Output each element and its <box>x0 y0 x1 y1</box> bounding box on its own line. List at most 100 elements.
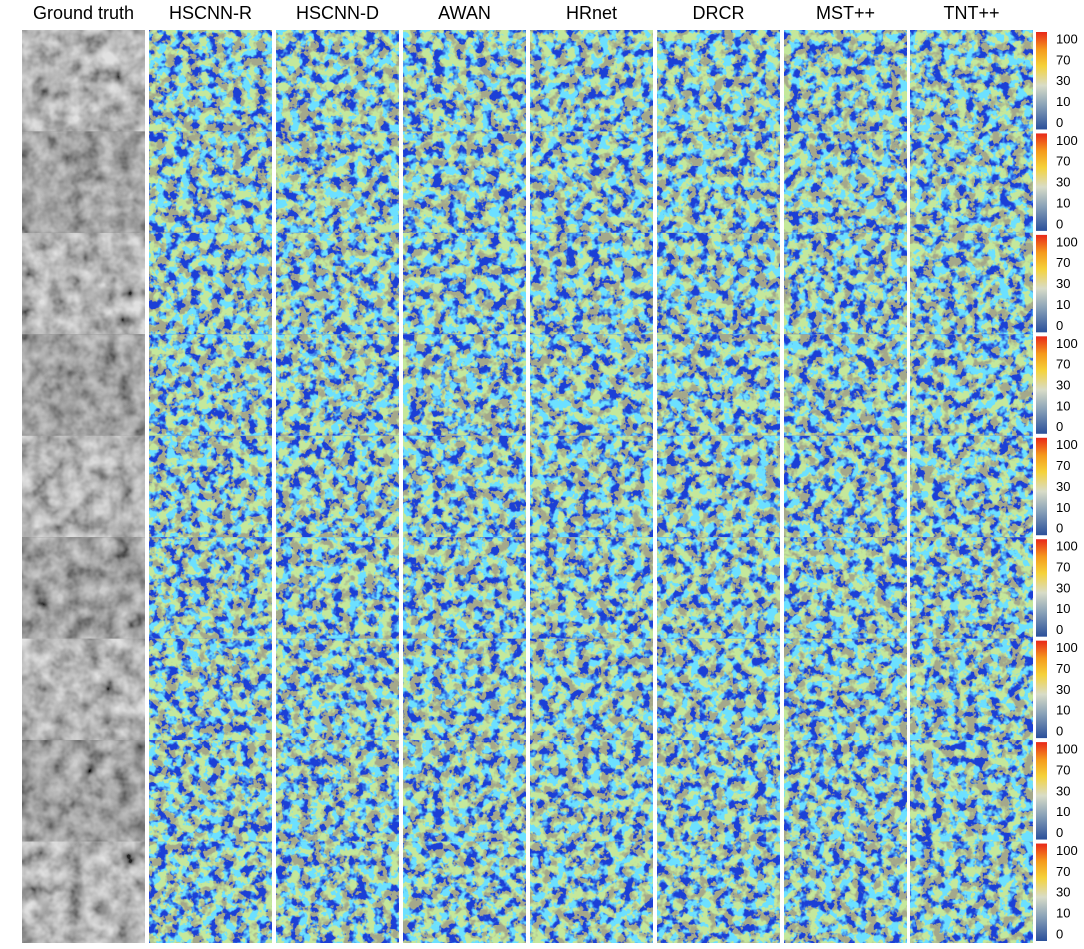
colorbar <box>1036 133 1047 230</box>
error-map <box>149 740 272 841</box>
error-map <box>403 842 526 943</box>
error-map <box>657 740 780 841</box>
error-map <box>657 30 780 131</box>
colorbar-tick-label: 10 <box>1056 601 1070 616</box>
colorbar-tick-label: 70 <box>1056 864 1070 879</box>
colorbar-tick-label: 70 <box>1056 357 1070 372</box>
colorbar-tick-label: 0 <box>1056 825 1063 840</box>
error-map <box>910 436 1033 537</box>
column-header: AWAN <box>438 3 491 23</box>
error-map <box>276 30 399 131</box>
colorbar <box>1036 844 1047 941</box>
error-map <box>784 842 907 943</box>
colorbar-tick-label: 0 <box>1056 521 1063 536</box>
colorbar <box>1036 32 1047 129</box>
error-map <box>657 639 780 740</box>
colorbar-tick-label: 100 <box>1056 843 1078 858</box>
colorbar-tick-label: 70 <box>1056 762 1070 777</box>
error-map <box>403 537 526 638</box>
colorbar-tick-label: 0 <box>1056 318 1063 333</box>
colorbar-tick-label: 10 <box>1056 94 1070 109</box>
error-map <box>530 30 653 131</box>
error-map <box>910 842 1033 943</box>
error-map <box>784 639 907 740</box>
colorbar-tick-label: 70 <box>1056 661 1070 676</box>
colorbar-tick-label: 10 <box>1056 500 1070 515</box>
colorbar-tick-label: 10 <box>1056 398 1070 413</box>
error-map <box>276 740 399 841</box>
error-map <box>149 537 272 638</box>
colorbar-tick-label: 30 <box>1056 377 1070 392</box>
error-map <box>910 233 1033 334</box>
error-map <box>784 131 907 232</box>
error-map <box>657 131 780 232</box>
figure: Ground truthHSCNN-RHSCNN-DAWANHRnetDRCRM… <box>0 0 1084 949</box>
colorbar-tick-label: 30 <box>1056 175 1070 190</box>
error-map <box>910 537 1033 638</box>
column-header: DRCR <box>693 3 745 23</box>
error-map <box>784 537 907 638</box>
error-map <box>276 233 399 334</box>
ground-truth-image <box>22 131 145 232</box>
ground-truth-image <box>22 639 145 740</box>
error-map <box>403 740 526 841</box>
ground-truth-image <box>22 537 145 638</box>
colorbar-tick-label: 10 <box>1056 906 1070 921</box>
error-map <box>784 233 907 334</box>
colorbar-tick-label: 10 <box>1056 703 1070 718</box>
column-header: HRnet <box>566 3 617 23</box>
colorbar-tick-label: 100 <box>1056 742 1078 757</box>
error-map <box>657 233 780 334</box>
colorbar <box>1036 235 1047 332</box>
colorbar-tick-label: 70 <box>1056 52 1070 67</box>
colorbar <box>1036 742 1047 839</box>
error-map <box>403 639 526 740</box>
ground-truth-image <box>22 334 145 435</box>
ground-truth-image <box>22 842 145 943</box>
colorbar-tick-label: 30 <box>1056 73 1070 88</box>
error-map <box>657 436 780 537</box>
error-map <box>784 30 907 131</box>
error-map <box>910 131 1033 232</box>
error-map <box>276 334 399 435</box>
ground-truth-image <box>22 233 145 334</box>
colorbar-tick-label: 30 <box>1056 885 1070 900</box>
ground-truth-image <box>22 436 145 537</box>
column-header: HSCNN-D <box>296 3 379 23</box>
error-map <box>657 842 780 943</box>
colorbar-tick-label: 10 <box>1056 195 1070 210</box>
column-header: TNT++ <box>943 3 999 23</box>
colorbar-tick-label: 30 <box>1056 783 1070 798</box>
error-map <box>403 30 526 131</box>
error-map <box>276 131 399 232</box>
colorbar-tick-label: 30 <box>1056 580 1070 595</box>
colorbar-tick-label: 0 <box>1056 622 1063 637</box>
ground-truth-image <box>22 740 145 841</box>
colorbar-tick-label: 70 <box>1056 458 1070 473</box>
colorbar-tick-label: 70 <box>1056 154 1070 169</box>
colorbar-tick-label: 100 <box>1056 31 1078 46</box>
error-map <box>149 30 272 131</box>
error-map <box>403 436 526 537</box>
error-map <box>149 334 272 435</box>
colorbar-tick-label: 30 <box>1056 276 1070 291</box>
error-map <box>657 334 780 435</box>
colorbar-tick-label: 0 <box>1056 216 1063 231</box>
colorbar-tick-label: 100 <box>1056 539 1078 554</box>
colorbar-tick-label: 70 <box>1056 255 1070 270</box>
colorbar-tick-label: 10 <box>1056 297 1070 312</box>
error-map <box>530 436 653 537</box>
colorbar-tick-label: 100 <box>1056 133 1078 148</box>
colorbar-tick-label: 0 <box>1056 724 1063 739</box>
error-map <box>149 131 272 232</box>
error-map <box>276 537 399 638</box>
error-map <box>530 639 653 740</box>
colorbar <box>1036 336 1047 433</box>
column-header: Ground truth <box>33 3 134 23</box>
colorbar-tick-label: 100 <box>1056 234 1078 249</box>
colorbar <box>1036 539 1047 636</box>
error-map <box>784 334 907 435</box>
error-map <box>784 436 907 537</box>
error-map <box>910 639 1033 740</box>
colorbar-tick-label: 10 <box>1056 804 1070 819</box>
